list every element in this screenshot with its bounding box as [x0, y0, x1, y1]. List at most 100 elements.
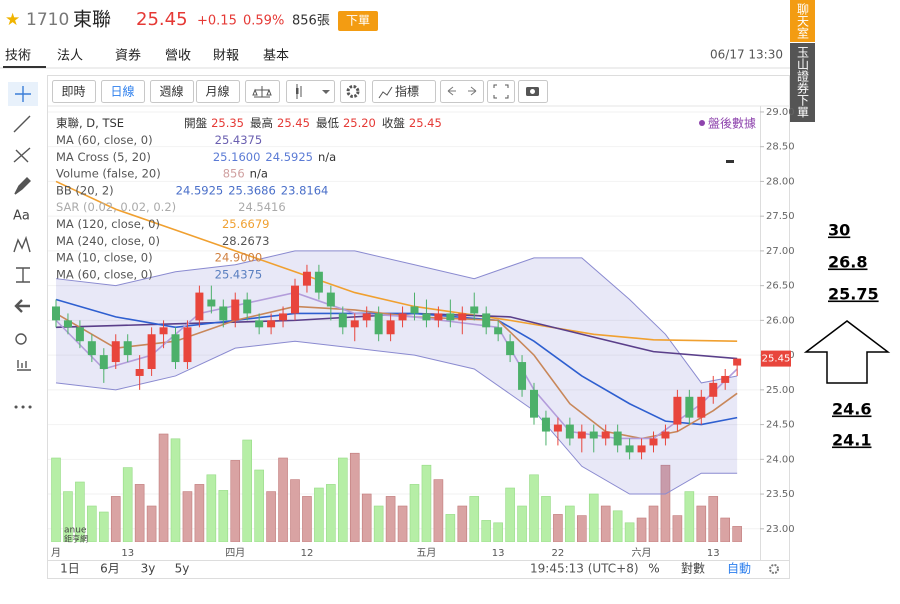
- candle-body: [601, 431, 610, 439]
- candle-body: [338, 313, 347, 328]
- tab[interactable]: 營收: [165, 49, 191, 64]
- broker-tag-label[interactable]: 玉山證券下單: [796, 46, 810, 118]
- scale-settings[interactable]: [769, 564, 779, 574]
- indicator-name[interactable]: MA Cross (5, 20): [56, 149, 151, 163]
- favorite-star[interactable]: ★: [5, 10, 20, 30]
- volume-bar: [206, 474, 217, 542]
- indicator-value: 25.1600: [213, 149, 261, 163]
- legend-row: MA Cross (5, 20) 25.1600 24.5925 n/a: [56, 149, 336, 163]
- auto-toggle[interactable]: 自動: [727, 562, 751, 576]
- volume-bar: [51, 457, 61, 542]
- interval-label[interactable]: 月線: [205, 84, 229, 99]
- order-button[interactable]: [338, 11, 378, 31]
- bollinger-band-fill: [56, 278, 116, 390]
- candle-body: [111, 341, 120, 363]
- crosshair-tool[interactable]: [15, 86, 31, 102]
- collapse-legend[interactable]: [726, 160, 734, 163]
- indicator-value: n/a: [250, 166, 268, 180]
- indicator-name[interactable]: SAR (0.02, 0.02, 0.2): [56, 200, 176, 214]
- bollinger-band-fill: [295, 250, 355, 349]
- candle-body: [470, 306, 479, 314]
- candle-body: [673, 396, 682, 425]
- settings-icon: [346, 85, 360, 98]
- legend-row: MA (10, close, 0) 24.9000: [56, 250, 262, 264]
- volume-bar: [636, 517, 647, 542]
- chat-tag[interactable]: [790, 0, 815, 42]
- ohlc-value: 25.45: [409, 116, 442, 130]
- tab[interactable]: 基本: [263, 49, 289, 64]
- candle-body: [52, 306, 60, 321]
- ruler-tool[interactable]: [17, 360, 31, 371]
- indicator-name[interactable]: MA (60, close, 0): [56, 267, 153, 281]
- indicator-value: 856: [223, 166, 245, 180]
- interval-button[interactable]: [52, 80, 96, 103]
- y-tick-label: 27.00: [766, 246, 795, 257]
- bollinger-band-fill: [115, 271, 176, 390]
- interval-label[interactable]: 週線: [159, 84, 183, 99]
- interval-label[interactable]: 日線: [110, 84, 134, 99]
- log-toggle[interactable]: 對數: [681, 562, 705, 576]
- candle-body: [458, 313, 467, 321]
- fullscreen-button[interactable]: [487, 80, 515, 103]
- candle-body: [541, 417, 550, 432]
- volume-bar: [194, 484, 205, 542]
- range-button[interactable]: 6月: [100, 562, 120, 576]
- volume-bar: [648, 505, 659, 542]
- legend-title-row: 東聯, D, TSE 開盤 25.35 最高 25.45 最低 25.20 收盤 25.45: [56, 116, 442, 130]
- candle-body: [589, 431, 598, 439]
- interval-button[interactable]: [150, 80, 194, 103]
- indicators-icon: [378, 86, 393, 99]
- percent-toggle[interactable]: %: [648, 562, 659, 576]
- indicators-label[interactable]: 指標: [395, 84, 419, 99]
- tab[interactable]: 法人: [57, 49, 83, 64]
- fib-tool[interactable]: [13, 147, 31, 163]
- candle-body: [207, 299, 216, 307]
- indicator-name[interactable]: Volume (false, 20): [56, 166, 161, 180]
- broker-tag[interactable]: [790, 43, 815, 122]
- candle-body: [410, 306, 419, 314]
- volume-bar: [290, 479, 300, 542]
- interval-button[interactable]: [101, 80, 145, 103]
- indicator-name[interactable]: MA (10, close, 0): [56, 250, 153, 264]
- measure-tool[interactable]: [16, 267, 30, 283]
- zoom-tool[interactable]: [15, 333, 27, 345]
- order-button-label[interactable]: 下單: [346, 14, 370, 28]
- support-note: 24.6: [832, 400, 871, 419]
- indicators-button[interactable]: [372, 80, 436, 103]
- range-button[interactable]: 1日: [60, 562, 80, 576]
- x-tick-label: 五月: [416, 547, 436, 559]
- chat-tag-label[interactable]: 聊天室: [796, 3, 810, 39]
- indicator-name[interactable]: MA (60, close, 0): [56, 133, 153, 147]
- candle-body: [625, 445, 634, 453]
- chart-style-button[interactable]: [286, 80, 335, 103]
- pattern-tool[interactable]: [13, 235, 31, 253]
- range-button[interactable]: 5y: [175, 562, 190, 576]
- text-tool[interactable]: Aa: [13, 209, 30, 224]
- volume-bar: [469, 496, 480, 542]
- remove-tool[interactable]: [14, 299, 30, 313]
- after-hours[interactable]: 盤後數據: [708, 117, 756, 131]
- y-tick-label: 28.50: [766, 142, 795, 153]
- tab[interactable]: 技術: [5, 49, 31, 64]
- interval-button[interactable]: [196, 80, 240, 103]
- indicator-name[interactable]: MA (240, close, 0): [56, 233, 160, 247]
- brush-tool[interactable]: [14, 177, 31, 195]
- candle-body: [721, 375, 730, 383]
- tab[interactable]: 財報: [213, 49, 239, 64]
- settings-button[interactable]: [340, 80, 366, 103]
- volume-bar: [134, 484, 145, 542]
- volume-bar: [445, 514, 456, 542]
- indicator-name[interactable]: MA (120, close, 0): [56, 217, 160, 231]
- indicator-value: n/a: [318, 149, 336, 163]
- undo-redo-button[interactable]: [440, 80, 484, 103]
- line-tool[interactable]: [13, 115, 31, 133]
- interval-label[interactable]: 即時: [61, 85, 85, 99]
- x-tick-label: 22: [552, 548, 565, 559]
- indicator-name[interactable]: BB (20, 2): [56, 183, 114, 197]
- volume-bar: [326, 484, 336, 542]
- candle-body: [649, 438, 658, 446]
- range-button[interactable]: 3y: [141, 562, 156, 576]
- tab[interactable]: 資券: [115, 48, 141, 64]
- volume-bar: [481, 520, 492, 542]
- candle-body: [171, 334, 180, 363]
